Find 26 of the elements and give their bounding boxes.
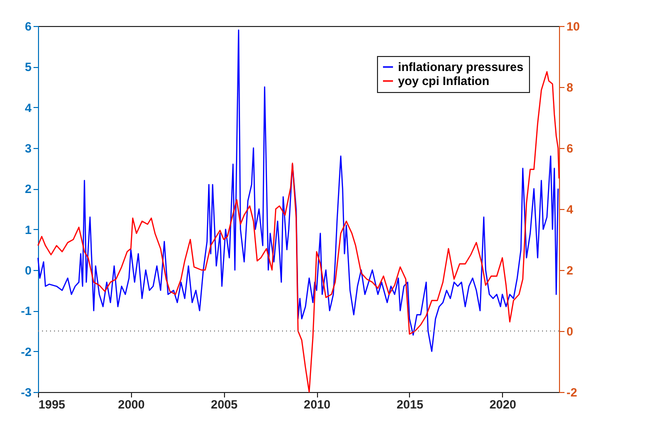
y-tick-label: 4 <box>24 100 32 115</box>
y2-tick-label: 6 <box>566 142 574 156</box>
y-tick-label: 1 <box>24 222 32 237</box>
y2-tick-label: 10 <box>566 20 580 34</box>
y2-tick-label: 0 <box>566 324 574 338</box>
x-tick-label: 2010 <box>304 398 331 412</box>
x-tick-label: 2005 <box>210 398 238 412</box>
y-tick-label: -1 <box>20 304 32 318</box>
y-tick-label: -2 <box>20 344 32 359</box>
y-tick-label: 0 <box>24 264 32 278</box>
y-tick-label: 2 <box>24 182 32 196</box>
x-tick-label: 1995 <box>38 398 66 412</box>
y2-tick-label: 4 <box>566 202 574 216</box>
y2-tick-label: 2 <box>566 264 574 278</box>
x-tick-label: 2015 <box>396 398 424 412</box>
y2-tick-label: 8 <box>566 80 574 94</box>
x-tick-label: 2020 <box>490 398 517 412</box>
y-tick-label: 6 <box>24 20 32 34</box>
y-tick-label: 3 <box>24 142 32 156</box>
legend-label: inflationary pressures <box>398 60 524 74</box>
line-series <box>37 29 559 352</box>
y2-tick-label: -2 <box>566 386 578 400</box>
legend-label: yoy cpi Inflation <box>398 74 490 88</box>
x-tick-label: 2000 <box>118 398 146 412</box>
y-tick-label: -3 <box>20 386 32 400</box>
y-tick-label: 5 <box>24 60 32 74</box>
